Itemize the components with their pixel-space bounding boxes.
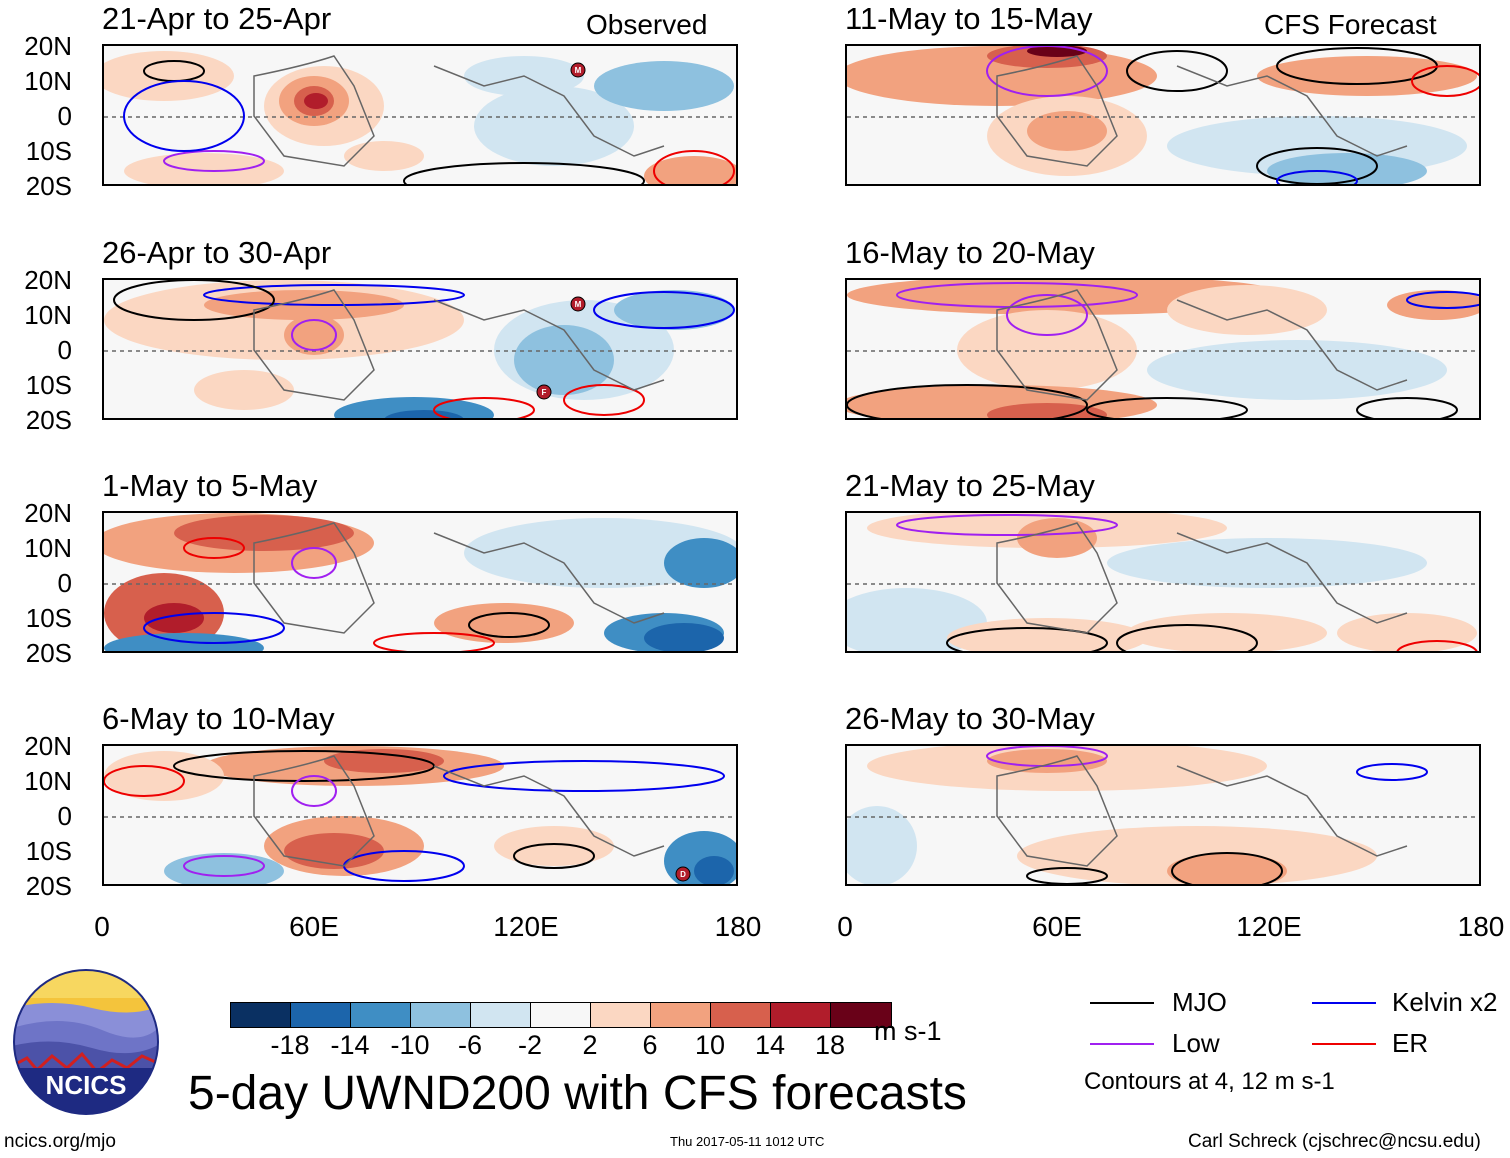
lon-label: 120E bbox=[493, 911, 559, 942]
storm-marker-label: F bbox=[542, 388, 547, 397]
panel-title: 11-May to 15-May bbox=[845, 1, 1093, 36]
ncics-logo: NCICS bbox=[12, 968, 160, 1116]
lat-label: 10S bbox=[25, 370, 72, 400]
lat-label: 10S bbox=[25, 603, 72, 633]
logo-text: NCICS bbox=[46, 1070, 127, 1100]
lat-label: 20S bbox=[25, 405, 72, 435]
colorbar-tick-label: -2 bbox=[517, 1030, 543, 1060]
map-panel-forecast-3 bbox=[845, 511, 1481, 653]
lat-label: 0 bbox=[57, 568, 72, 598]
lat-label: 20S bbox=[25, 871, 72, 901]
lat-label: 20N bbox=[24, 265, 72, 295]
lat-label: 10S bbox=[25, 136, 72, 166]
map-panel-forecast-4 bbox=[845, 744, 1481, 886]
lat-label: 10N bbox=[24, 766, 72, 796]
panel-title: 26-May to 30-May bbox=[845, 701, 1095, 736]
lat-label: 20S bbox=[25, 638, 72, 668]
colorbar-swatch bbox=[771, 1003, 831, 1027]
footer-url[interactable]: ncics.org/mjo bbox=[4, 1131, 116, 1152]
lat-label: 0 bbox=[57, 101, 72, 131]
lon-label: 60E bbox=[289, 911, 339, 942]
lat-label: 20N bbox=[24, 31, 72, 61]
lat-label: 20S bbox=[25, 171, 72, 201]
legend-label-low: Low bbox=[1172, 1028, 1220, 1058]
observed-label: Observed bbox=[586, 9, 708, 40]
legend-line-mjo bbox=[1090, 1002, 1154, 1004]
lon-label: 120E bbox=[1236, 911, 1302, 942]
map-panel-observed-4: D bbox=[102, 744, 738, 886]
lon-label: 0 bbox=[94, 911, 110, 942]
colorbar-tick-label: 10 bbox=[694, 1030, 726, 1060]
colorbar-swatch bbox=[291, 1003, 351, 1027]
colorbar-tick-label: 2 bbox=[582, 1030, 598, 1060]
colorbar-tick-label: -6 bbox=[457, 1030, 483, 1060]
lat-label: 0 bbox=[57, 801, 72, 831]
storm-marker-label: M bbox=[575, 66, 582, 75]
lon-label: 180 bbox=[1457, 911, 1505, 942]
lat-label: 20N bbox=[24, 731, 72, 761]
panel-title: 6-May to 10-May bbox=[102, 701, 335, 736]
footer-timestamp: Thu 2017-05-11 1012 UTC bbox=[670, 1134, 825, 1149]
lat-label: 10N bbox=[24, 66, 72, 96]
colorbar-swatch bbox=[411, 1003, 471, 1027]
colorbar-tick-label: 18 bbox=[814, 1030, 846, 1060]
colorbar-tick-label: 6 bbox=[642, 1030, 658, 1060]
legend-line-kelvin bbox=[1312, 1002, 1376, 1004]
colorbar-swatch bbox=[711, 1003, 771, 1027]
colorbar-swatch bbox=[471, 1003, 531, 1027]
colorbar-swatch bbox=[831, 1003, 891, 1027]
panel-title: 1-May to 5-May bbox=[102, 468, 318, 503]
lon-label: 180 bbox=[714, 911, 762, 942]
colorbar-tick-label: -14 bbox=[330, 1030, 370, 1060]
colorbar-swatch bbox=[591, 1003, 651, 1027]
legend-label-mjo: MJO bbox=[1172, 987, 1227, 1017]
panel-title: 16-May to 20-May bbox=[845, 235, 1095, 270]
storm-marker-label: D bbox=[680, 870, 686, 879]
colorbar-tick-label: 14 bbox=[754, 1030, 786, 1060]
colorbar-swatch bbox=[351, 1003, 411, 1027]
colorbar-swatch bbox=[531, 1003, 591, 1027]
legend-line-er bbox=[1312, 1043, 1376, 1045]
cfs-forecast-label: CFS Forecast bbox=[1264, 9, 1437, 40]
panel-title: 21-May to 25-May bbox=[845, 468, 1095, 503]
lat-label: 0 bbox=[57, 335, 72, 365]
footer-credit: Carl Schreck (cjschrec@ncsu.edu) bbox=[1188, 1131, 1481, 1152]
colorbar-swatch bbox=[231, 1003, 291, 1027]
map-panel-observed-1: M bbox=[102, 44, 738, 186]
lat-label: 10N bbox=[24, 300, 72, 330]
map-panel-forecast-1 bbox=[845, 44, 1481, 186]
panel-title: 26-Apr to 30-Apr bbox=[102, 235, 332, 270]
storm-marker-label: M bbox=[575, 300, 582, 309]
lon-label: 0 bbox=[837, 911, 853, 942]
lon-label: 60E bbox=[1032, 911, 1082, 942]
colorbar-swatch bbox=[651, 1003, 711, 1027]
legend-label-kelvin: Kelvin x2 bbox=[1392, 987, 1498, 1017]
lat-label: 10S bbox=[25, 836, 72, 866]
lat-label: 10N bbox=[24, 533, 72, 563]
main-title: 5-day UWND200 with CFS forecasts bbox=[188, 1067, 967, 1120]
colorbar-tick-label: -18 bbox=[270, 1030, 310, 1060]
contours-note: Contours at 4, 12 m s-1 bbox=[1084, 1068, 1335, 1095]
colorbar-units: m s-1 bbox=[874, 1016, 942, 1046]
legend-label-er: ER bbox=[1392, 1028, 1429, 1058]
colorbar bbox=[230, 1002, 892, 1028]
panel-title: 21-Apr to 25-Apr bbox=[102, 1, 332, 36]
map-panel-observed-3 bbox=[102, 511, 738, 653]
lat-label: 20N bbox=[24, 498, 72, 528]
map-panel-forecast-2 bbox=[845, 278, 1481, 420]
legend-line-low bbox=[1090, 1043, 1154, 1045]
colorbar-tick-label: -10 bbox=[390, 1030, 430, 1060]
